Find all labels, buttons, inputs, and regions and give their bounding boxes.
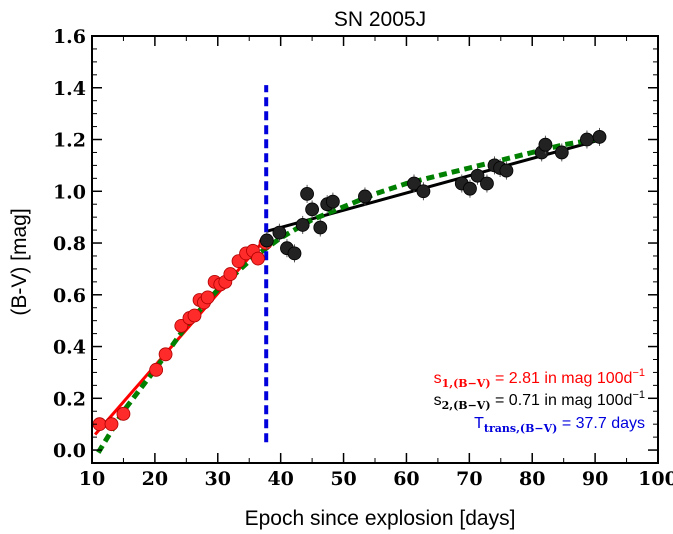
y-tick-label: 0.8 [53, 233, 86, 255]
data-point [251, 251, 265, 266]
data-point [104, 417, 119, 432]
data-point [470, 168, 485, 183]
data-point [149, 362, 164, 377]
x-tick-label: 70 [456, 468, 482, 490]
data-point [300, 186, 314, 201]
data-point [538, 137, 553, 152]
x-tick-label: 20 [142, 468, 168, 490]
data-point [200, 290, 215, 305]
data-point [287, 246, 302, 261]
data-point [463, 181, 477, 196]
data-point [187, 308, 202, 323]
y-tick-label: 0.6 [53, 285, 86, 307]
x-tick-label: 40 [267, 468, 293, 490]
data-point [416, 184, 431, 199]
y-tick-label: 1.0 [53, 181, 86, 203]
x-tick-label: 90 [582, 468, 608, 490]
data-point [580, 132, 594, 147]
data-point [358, 189, 372, 204]
x-tick-label: 80 [519, 468, 545, 490]
data-points [92, 127, 607, 432]
fit-line-1 [93, 236, 268, 436]
x-tick-label: 60 [393, 468, 419, 490]
chart-title: SN 2005J [334, 8, 426, 31]
data-point [259, 233, 274, 248]
data-point [272, 225, 287, 240]
data-point [313, 220, 328, 235]
fit-annotation-3: Ttrans,(B−V) = 37.7 days [474, 415, 645, 435]
y-tick-label: 1.4 [53, 78, 86, 100]
data-point [305, 202, 320, 217]
data-point [116, 406, 131, 421]
axis-ticks: 10 20 30 40 50 60 70 80 90 100 0.0 0.2 0.4 0.6 0.8 1.0 1… [53, 26, 673, 490]
x-tick-label: 10 [79, 468, 105, 490]
x-axis-label: Epoch since explosion [days] [245, 507, 516, 530]
y-tick-label: 0.0 [53, 440, 86, 462]
fit-annotations: s1,(B−V) = 2.81 in mag 100d−1s2,(B−V) = … [434, 367, 645, 435]
y-axis-label: (B-V) [mag] [8, 208, 31, 315]
data-point [223, 267, 238, 281]
y-tick-label: 1.2 [53, 130, 86, 152]
data-point [158, 347, 173, 362]
data-point [325, 194, 340, 209]
y-tick-label: 0.2 [53, 388, 86, 410]
fit-line-3 [96, 137, 596, 454]
x-tick-label: 50 [330, 468, 356, 490]
y-tick-label: 0.4 [53, 337, 86, 359]
x-tick-label: 30 [205, 468, 231, 490]
data-point [554, 145, 569, 160]
fit-annotation-2: s2,(B−V) = 0.71 in mag 100d−1 [434, 389, 645, 412]
y-tick-label: 1.6 [53, 26, 86, 48]
data-point [480, 176, 494, 191]
fit-annotation-1: s1,(B−V) = 2.81 in mag 100d−1 [434, 367, 645, 390]
x-tick-label: 100 [638, 468, 673, 490]
data-point [499, 163, 514, 178]
data-point [592, 130, 607, 144]
data-point [295, 218, 310, 232]
data-point [407, 176, 421, 191]
